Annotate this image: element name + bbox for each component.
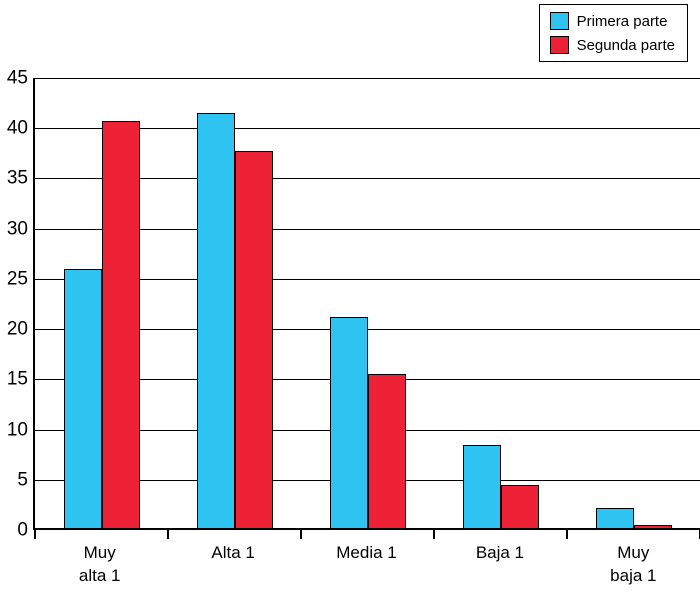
y-tick-label: 10 [6,419,28,441]
x-axis-tick [34,530,36,539]
y-tick-label: 40 [6,117,28,139]
bar [196,113,235,530]
x-axis-labels: Muy alta 1 Alta 1 Media 1 Baja 1 Muy baja 1 [33,530,700,604]
y-tick-label: 5 [17,469,28,491]
bar [367,374,406,530]
legend-item-segunda: Segunda parte [549,36,675,54]
x-category-label: Alta 1 [211,543,255,562]
x-category-label: Muy alta 1 [78,543,121,585]
y-tick-label: 30 [6,218,28,240]
y-tick-label: 45 [6,67,28,89]
primera-parte-swatch-icon [549,12,569,30]
bar [101,121,140,530]
bar-group [434,78,567,530]
legend-label-segunda: Segunda parte [576,36,675,54]
bar [63,268,102,530]
gridline [35,128,700,130]
bar [633,524,672,530]
bar [500,484,539,530]
x-axis-line [35,528,700,530]
gridline [35,329,700,331]
x-axis-tick [433,530,435,539]
legend-label-primera: Primera parte [576,12,668,30]
x-axis-tick [566,530,568,539]
y-tick-label: 20 [6,318,28,340]
y-tick-label: 15 [6,368,28,390]
segunda-parte-swatch-icon [549,36,569,54]
x-axis-tick [300,530,302,539]
gridline [35,178,700,180]
y-tick-label: 35 [6,167,28,189]
plot-area [33,78,700,539]
y-tick-label: 0 [17,519,28,541]
bar-group [301,78,434,530]
bar [329,317,368,530]
y-axis: 0 5 10 15 20 25 30 35 40 45 [0,69,33,540]
x-category-label: Muy baja 1 [610,543,657,585]
gridline [35,78,700,79]
bar-group [168,78,301,530]
bar [462,444,501,530]
bar-groups [35,78,700,530]
legend-item-primera: Primera parte [549,12,675,30]
gridline [35,228,700,230]
bar-group [567,78,700,530]
x-category-label: Baja 1 [475,543,525,562]
x-axis-tick [167,530,169,539]
gridline [35,278,700,280]
x-category-label: Media 1 [336,543,397,562]
bar [595,507,634,530]
bar-group [35,78,168,530]
bar [234,151,273,530]
y-tick-label: 25 [6,268,28,290]
legend: Primera parte Segunda parte [538,4,688,62]
